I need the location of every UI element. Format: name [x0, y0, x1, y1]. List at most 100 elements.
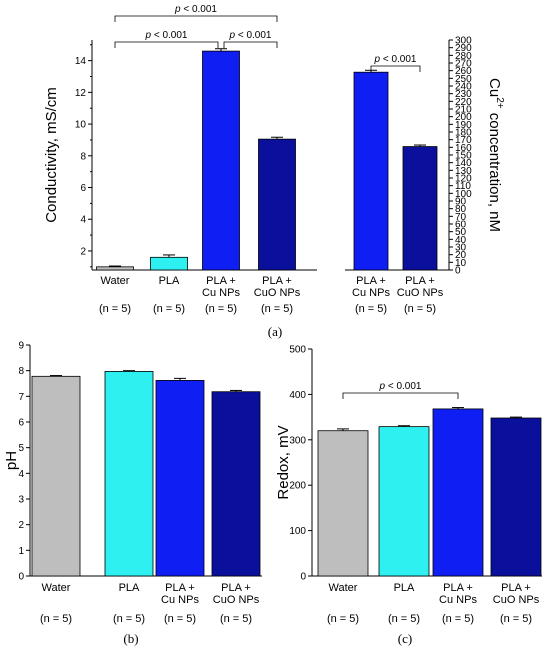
y-tick-label: 10	[75, 120, 87, 131]
y-tick-label: 50	[455, 227, 467, 238]
y-tick-label: 260	[455, 66, 472, 77]
y-tick-label: 8	[18, 366, 24, 377]
significance-label: p < 0.001	[229, 30, 272, 41]
x-category-label-line-1: Cu NPs	[352, 287, 390, 299]
y-tick-label: 500	[289, 345, 306, 356]
y-tick-label: 120	[455, 174, 472, 185]
y-tick-label: 200	[455, 112, 472, 123]
x-category-label-line-0: PLA +	[443, 582, 473, 594]
bar	[432, 408, 484, 577]
panel-c-chart: 0 100 200 300 400 500 Redox, mV Water (n = 5) PLA…	[275, 345, 542, 625]
y-tick-label: 3	[18, 495, 24, 506]
bar	[258, 138, 296, 271]
y-axis-label: Conductivity, mS/cm	[43, 87, 60, 223]
y-tick-label: 80	[455, 204, 467, 215]
n-label: (n = 5)	[261, 303, 293, 315]
y-tick-label: 190	[455, 120, 472, 131]
significance-label: p < 0.001	[374, 54, 417, 65]
y-tick-label: 0	[300, 572, 306, 583]
y-tick-label: 90	[455, 197, 467, 208]
y-tick-label: 14	[75, 56, 87, 67]
y-axis-label: pH	[3, 451, 20, 470]
n-label: (n = 5)	[388, 613, 420, 625]
y-tick-label: 250	[455, 74, 472, 85]
panel-a-right-chart: 0102030405060708090100110120130140150160…	[345, 36, 505, 315]
panel-a-left-chart: 2 4 6 8 10 12 14 Conductivity, mS/cm Water (n = 5…	[43, 4, 317, 315]
y-tick-label: 2	[80, 246, 86, 257]
y-tick-label: 130	[455, 166, 472, 177]
y-tick-label: 110	[455, 181, 471, 192]
bar	[31, 375, 81, 577]
y-tick-label: 8	[80, 151, 86, 162]
x-category-label-line-0: PLA +	[206, 275, 236, 287]
x-category-label-line-1: CuO NPs	[254, 287, 301, 299]
bar	[96, 266, 134, 271]
x-category-label-line-0: PLA +	[262, 275, 292, 287]
x-category-label-line-0: PLA +	[501, 582, 531, 594]
y-tick-label: 100	[455, 189, 472, 200]
significance-bracket	[223, 41, 278, 48]
x-category-label-line-0: PLA +	[221, 582, 251, 594]
panel-label-b: (b)	[123, 631, 138, 646]
bar	[211, 391, 261, 577]
x-category-label-line-1: Cu NPs	[439, 594, 477, 606]
n-label: (n = 5)	[404, 303, 436, 315]
y-tick-label: 140	[455, 158, 472, 169]
y-tick-label: 400	[289, 390, 306, 401]
significance-bracket	[114, 15, 278, 22]
x-category-label: PLA	[159, 275, 180, 287]
y-tick-label: 5	[18, 443, 24, 454]
y-tick-label: 6	[18, 418, 24, 429]
y-tick-label: 7	[18, 392, 24, 403]
panel-label-c: (c)	[398, 631, 412, 646]
x-category-label-line-1: CuO NPs	[397, 287, 444, 299]
y-tick-label: 20	[455, 250, 467, 261]
y-tick-label: 4	[80, 215, 86, 226]
bar	[155, 380, 205, 577]
y-tick-label: 40	[455, 235, 467, 246]
n-label: (n = 5)	[164, 613, 196, 625]
y-tick-label: 10	[455, 258, 467, 269]
y-tick-label: 2	[18, 520, 24, 531]
n-label: (n = 5)	[327, 613, 359, 625]
x-category-label: Water	[329, 582, 358, 594]
panel-label-a: (a)	[268, 324, 282, 339]
bar	[202, 50, 240, 271]
significance-bracket	[114, 41, 219, 48]
n-label: (n = 5)	[40, 613, 72, 625]
significance-label: p < 0.001	[174, 4, 217, 15]
bar	[317, 430, 369, 577]
y-tick-label: 60	[455, 220, 467, 231]
y-tick-label: 240	[455, 82, 472, 93]
y-tick-label: 270	[455, 59, 472, 70]
x-category-label-line-1: CuO NPs	[493, 594, 540, 606]
n-label: (n = 5)	[500, 613, 532, 625]
significance-bracket	[342, 392, 459, 399]
y-tick-label: 280	[455, 51, 472, 62]
y-tick-label: 230	[455, 89, 472, 100]
y-tick-label: 4	[18, 469, 24, 480]
bar	[378, 426, 430, 577]
y-tick-label: 160	[455, 143, 472, 154]
y-tick-label: 0	[455, 266, 461, 277]
n-label: (n = 5)	[355, 303, 387, 315]
y-tick-label: 12	[75, 88, 87, 99]
n-label: (n = 5)	[442, 613, 474, 625]
x-category-label-line-0: PLA +	[356, 275, 386, 287]
y-tick-label: 30	[455, 243, 467, 254]
y-axis-label: Redox, mV	[275, 425, 292, 499]
n-label: (n = 5)	[205, 303, 237, 315]
y-tick-label: 300	[455, 36, 472, 47]
x-category-label-line-1: Cu NPs	[202, 287, 240, 299]
y-tick-label: 200	[289, 481, 306, 492]
n-label: (n = 5)	[220, 613, 252, 625]
bar	[402, 146, 438, 271]
x-category-label-line-1: CuO NPs	[213, 594, 260, 606]
y-tick-label: 180	[455, 128, 472, 139]
bar	[353, 71, 389, 271]
y-tick-label: 210	[455, 105, 472, 116]
bar	[104, 371, 154, 577]
x-category-label: PLA	[394, 582, 415, 594]
